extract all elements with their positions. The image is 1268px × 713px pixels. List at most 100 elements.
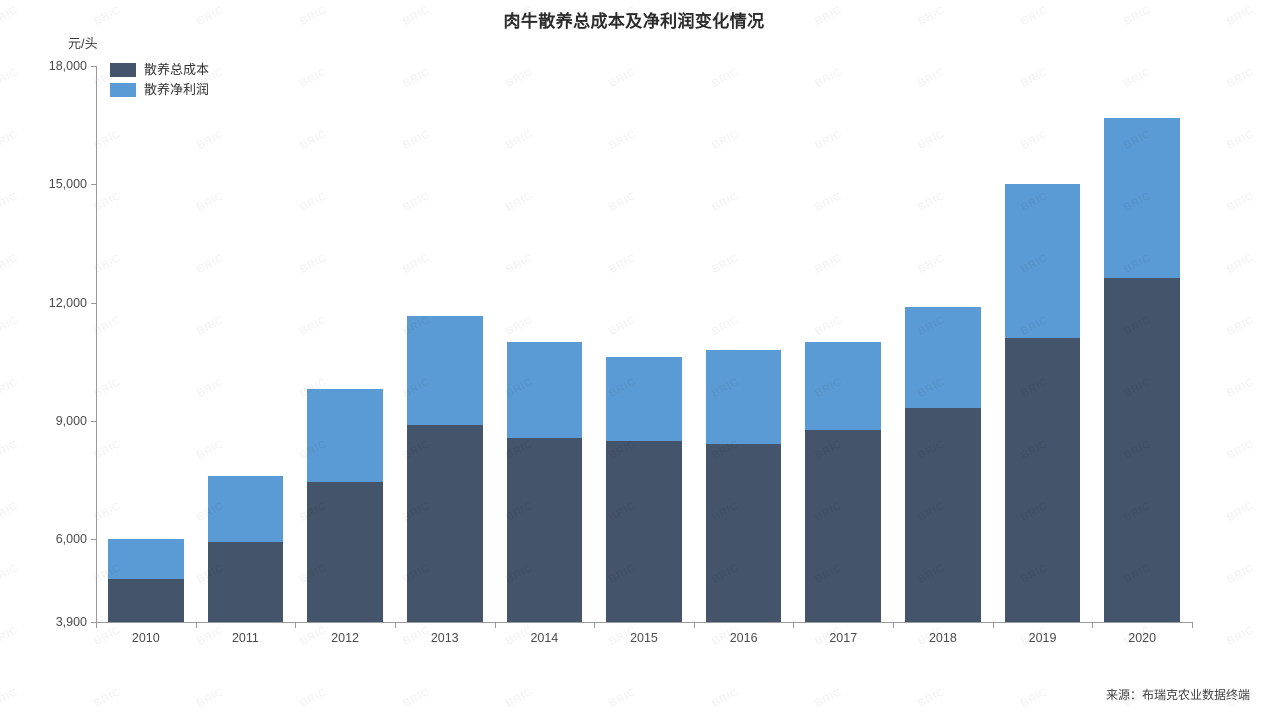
y-axis-tick-mark <box>91 539 96 541</box>
bar-group[interactable] <box>1104 66 1181 622</box>
watermark-text: BRIC <box>1019 686 1050 710</box>
bar-segment-net-profit[interactable] <box>606 356 682 442</box>
watermark-text: BRIC <box>298 686 329 710</box>
watermark-text: BRIC <box>504 686 535 710</box>
watermark-text: BRIC <box>0 438 20 462</box>
bar-segment-net-profit[interactable] <box>406 315 483 426</box>
x-axis-tick-label: 2016 <box>729 631 758 645</box>
bar-segment-net-profit[interactable] <box>307 389 383 483</box>
x-axis-tick-mark <box>494 622 496 628</box>
watermark-text: BRIC <box>813 686 844 710</box>
bar-segment-net-profit[interactable] <box>506 342 583 439</box>
y-axis-tick-label: 12,000 <box>48 295 87 310</box>
y-axis-tick-mark <box>91 302 96 304</box>
bar-group[interactable] <box>207 66 284 622</box>
bar-segment-total-cost[interactable] <box>107 579 184 622</box>
y-axis-tick-label: 9,000 <box>55 413 87 428</box>
bar-segment-total-cost[interactable] <box>406 425 483 622</box>
bar-segment-net-profit[interactable] <box>207 476 284 542</box>
bar-segment-total-cost[interactable] <box>705 444 782 622</box>
bar-group[interactable] <box>1004 66 1081 622</box>
bar-segment-net-profit[interactable] <box>705 350 782 445</box>
x-axis-tick-label: 2019 <box>1028 631 1057 645</box>
watermark-text: BRIC <box>1225 66 1256 90</box>
bar-segment-total-cost[interactable] <box>307 482 383 622</box>
bar-group[interactable] <box>905 66 981 622</box>
bar-group[interactable] <box>606 66 682 622</box>
bar-group[interactable] <box>406 66 483 622</box>
x-axis-tick-mark <box>1192 622 1193 628</box>
x-axis-tick-label: 2012 <box>331 631 359 645</box>
watermark-text: BRIC <box>0 562 20 586</box>
x-axis-tick-label: 2020 <box>1128 631 1157 645</box>
y-axis-tick: 15,000 <box>0 177 96 198</box>
legend-item[interactable]: 散养净利润 <box>110 83 209 97</box>
x-axis-tick-mark <box>295 622 297 628</box>
watermark-text: BRIC <box>0 252 20 276</box>
y-axis-tick-mark <box>91 184 96 186</box>
chart-legend: 散养总成本散养净利润 <box>110 63 209 103</box>
watermark-text: BRIC <box>195 686 226 710</box>
watermark-text: BRIC <box>1225 252 1256 276</box>
y-axis-line <box>96 66 97 623</box>
bar-segment-net-profit[interactable] <box>1104 118 1181 278</box>
x-axis-tick-mark <box>195 622 197 628</box>
plot-area <box>96 66 1192 622</box>
watermark-text: BRIC <box>1225 190 1256 214</box>
watermark-text: BRIC <box>1225 562 1256 586</box>
x-axis-tick-mark <box>96 622 97 628</box>
legend-item[interactable]: 散养总成本 <box>110 63 209 77</box>
x-axis-tick-mark <box>1092 622 1094 628</box>
y-axis-tick-mark <box>91 66 96 67</box>
x-axis-tick-label: 2017 <box>829 631 858 645</box>
watermark-text: BRIC <box>0 314 20 338</box>
x-axis-tick-mark <box>394 622 396 628</box>
bar-segment-net-profit[interactable] <box>905 306 981 409</box>
bar-segment-total-cost[interactable] <box>506 438 583 622</box>
bar-segment-total-cost[interactable] <box>207 541 284 622</box>
bar-segment-total-cost[interactable] <box>905 408 981 622</box>
bar-segment-net-profit[interactable] <box>107 539 184 580</box>
x-axis-line <box>96 622 1193 623</box>
x-axis-tick-mark <box>594 622 596 628</box>
bar-group[interactable] <box>705 66 782 622</box>
chart-title: 肉牛散养总成本及净利润变化情况 <box>503 12 765 31</box>
y-axis-tick-label: 3,900 <box>55 615 87 629</box>
legend-label: 散养净利润 <box>144 82 210 97</box>
bar-segment-total-cost[interactable] <box>1004 338 1081 622</box>
x-axis-tick-mark <box>893 622 895 628</box>
watermark-text: BRIC <box>1225 500 1256 524</box>
watermark-text: BRIC <box>0 128 20 152</box>
bar-group[interactable] <box>506 66 583 622</box>
watermark-text: BRIC <box>1225 376 1256 400</box>
x-axis-tick-label: 2014 <box>530 631 559 645</box>
bar-segment-net-profit[interactable] <box>1004 183 1081 339</box>
bar-segment-total-cost[interactable] <box>1104 277 1181 622</box>
y-axis-tick: 9,000 <box>0 414 96 435</box>
y-axis-tick-label: 18,000 <box>48 59 87 73</box>
x-axis-tick-label: 2015 <box>630 631 658 645</box>
watermark-text: BRIC <box>92 686 123 710</box>
bar-group[interactable] <box>307 66 383 622</box>
legend-label: 散养总成本 <box>144 62 210 77</box>
watermark-text: BRIC <box>1225 624 1256 648</box>
y-axis-tick: 6,000 <box>0 532 96 553</box>
y-axis-tick: 12,000 <box>0 296 96 317</box>
watermark-text: BRIC <box>1225 314 1256 338</box>
bar-segment-total-cost[interactable] <box>805 430 882 622</box>
watermark-text: BRIC <box>1225 438 1256 462</box>
bar-group[interactable] <box>107 66 184 622</box>
watermark-text: BRIC <box>401 686 432 710</box>
bar-group[interactable] <box>805 66 882 622</box>
y-axis-tick-label: 15,000 <box>48 177 87 192</box>
bar-segment-total-cost[interactable] <box>606 441 682 622</box>
legend-color-swatch <box>110 83 136 97</box>
watermark-text: BRIC <box>1225 128 1256 152</box>
bar-segment-net-profit[interactable] <box>805 341 882 431</box>
legend-color-swatch <box>110 63 136 77</box>
y-axis-tick-mark <box>91 622 96 623</box>
x-axis-tick-label: 2010 <box>131 631 160 645</box>
source-note: 来源：布瑞克农业数据终端 <box>1105 688 1250 702</box>
y-axis-tick-mark <box>91 420 96 422</box>
watermark-text: BRIC <box>607 686 638 710</box>
